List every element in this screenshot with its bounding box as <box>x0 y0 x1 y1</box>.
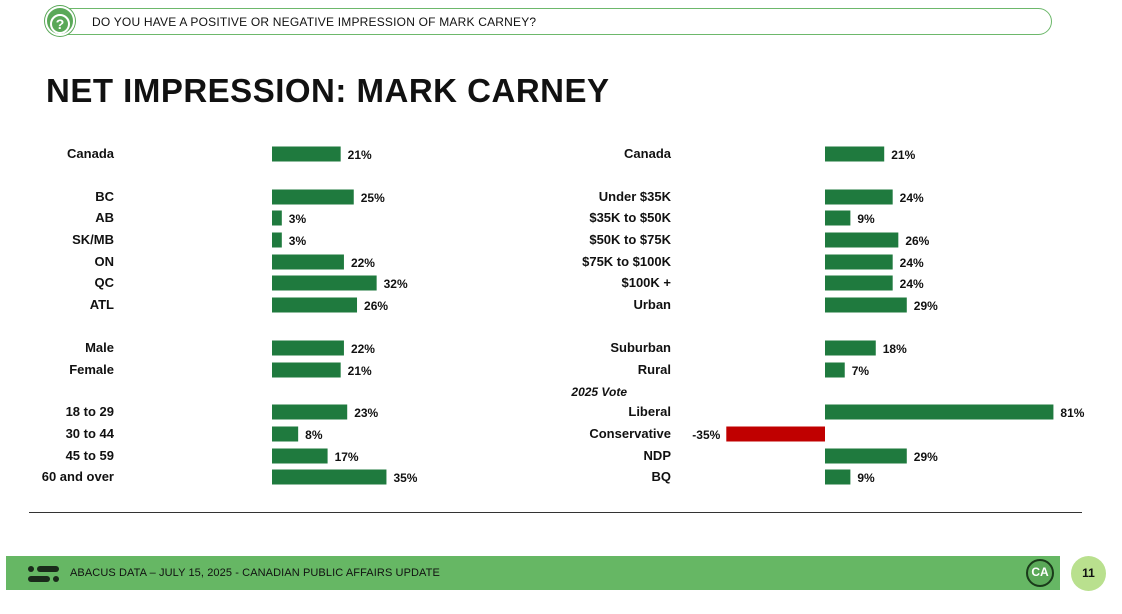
right-category-label: $75K to $100K <box>582 254 671 269</box>
left-value-label: 32% <box>384 277 408 291</box>
left-value-label: 17% <box>335 450 359 464</box>
left-category-label: BC <box>95 189 114 204</box>
left-bar <box>272 189 354 205</box>
right-value-label: 9% <box>857 212 875 226</box>
right-value-label: 24% <box>900 277 924 291</box>
left-bar <box>272 232 282 248</box>
right-value-label: 26% <box>905 234 929 248</box>
left-category-label: 60 and over <box>42 469 114 484</box>
left-category-label: 30 to 44 <box>66 426 115 441</box>
question-text: DO YOU HAVE A POSITIVE OR NEGATIVE IMPRE… <box>92 15 537 29</box>
right-category-label: Suburban <box>610 340 671 355</box>
question-circle-icon: ? <box>45 6 75 36</box>
left-value-label: 25% <box>361 191 385 205</box>
right-bar <box>825 469 851 485</box>
page-number: 11 <box>1071 556 1106 591</box>
left-category-label: AB <box>95 210 114 225</box>
left-bar <box>272 362 341 378</box>
right-value-label: 18% <box>883 342 907 356</box>
left-value-label: 3% <box>289 234 307 248</box>
left-bar <box>272 426 299 442</box>
left-value-label: 8% <box>305 428 323 442</box>
question-banner: ? DO YOU HAVE A POSITIVE OR NEGATIVE IMP… <box>45 6 1052 36</box>
right-value-label: -35% <box>692 428 720 442</box>
left-value-label: 23% <box>354 406 378 420</box>
right-category-label: Canada <box>624 146 672 161</box>
right-value-label: 9% <box>857 471 875 485</box>
left-bar <box>272 146 341 162</box>
right-bar <box>825 210 851 226</box>
right-bar <box>825 146 885 162</box>
right-value-label: 29% <box>914 299 938 313</box>
left-value-label: 22% <box>351 256 375 270</box>
right-category-label: BQ <box>652 469 672 484</box>
left-category-label: Male <box>85 340 114 355</box>
right-category-label: Conservative <box>589 426 671 441</box>
left-bar <box>272 275 377 291</box>
left-category-label: ON <box>95 254 115 269</box>
left-value-label: 3% <box>289 212 307 226</box>
left-category-label: ATL <box>90 297 114 312</box>
left-bar <box>272 469 387 485</box>
right-category-label: Urban <box>633 297 671 312</box>
right-bar <box>726 426 825 442</box>
right-value-label: 24% <box>900 256 924 270</box>
divider <box>29 512 1082 513</box>
footer: ABACUS DATA – JULY 15, 2025 - CANADIAN P… <box>6 556 1060 590</box>
left-value-label: 35% <box>393 471 417 485</box>
left-value-label: 21% <box>348 364 372 378</box>
right-category-label: $100K + <box>621 275 671 290</box>
left-category-label: Female <box>69 362 114 377</box>
left-category-label: 45 to 59 <box>66 448 114 463</box>
right-bar <box>825 232 899 248</box>
right-value-label: 7% <box>852 364 870 378</box>
left-category-label: 18 to 29 <box>66 404 114 419</box>
right-category-label: Liberal <box>628 404 671 419</box>
right-bar <box>825 448 907 464</box>
right-bar <box>825 297 907 313</box>
right-category-label: NDP <box>644 448 672 463</box>
abacus-logo-icon <box>28 566 59 582</box>
left-value-label: 21% <box>348 148 372 162</box>
right-value-label: 21% <box>891 148 915 162</box>
right-category-label: Rural <box>638 362 671 377</box>
left-category-label: QC <box>95 275 115 290</box>
right-bar <box>825 254 893 270</box>
left-bar <box>272 340 344 356</box>
ca-badge-icon: CA <box>1026 559 1054 587</box>
right-category-label: Under $35K <box>599 189 672 204</box>
page-title: NET IMPRESSION: MARK CARNEY <box>46 72 610 109</box>
left-bar <box>272 404 348 420</box>
right-group-header: 2025 Vote <box>570 385 627 399</box>
right-value-label: 24% <box>900 191 924 205</box>
right-bar <box>825 189 893 205</box>
right-value-label: 81% <box>1060 406 1084 420</box>
left-bar <box>272 254 344 270</box>
right-category-label: $50K to $75K <box>589 232 671 247</box>
right-bar <box>825 340 876 356</box>
left-bar <box>272 210 282 226</box>
right-bar <box>825 404 1054 420</box>
footer-text: ABACUS DATA – JULY 15, 2025 - CANADIAN P… <box>70 567 440 579</box>
left-category-label: Canada <box>67 146 115 161</box>
left-category-label: SK/MB <box>72 232 114 247</box>
right-bar <box>825 275 893 291</box>
right-value-label: 29% <box>914 450 938 464</box>
left-bar <box>272 448 328 464</box>
left-value-label: 26% <box>364 299 388 313</box>
left-bar <box>272 297 358 313</box>
right-bar <box>825 362 845 378</box>
left-value-label: 22% <box>351 342 375 356</box>
right-category-label: $35K to $50K <box>589 210 671 225</box>
